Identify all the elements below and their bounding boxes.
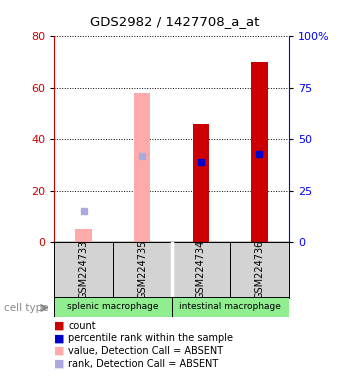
Text: rank, Detection Call = ABSENT: rank, Detection Call = ABSENT [68,359,218,369]
Bar [134,93,150,242]
Text: GDS2982 / 1427708_a_at: GDS2982 / 1427708_a_at [90,15,260,28]
Bar [251,62,268,242]
Text: ■: ■ [54,333,65,343]
Text: GSM224735: GSM224735 [137,240,147,300]
Text: cell type: cell type [4,303,48,313]
Text: value, Detection Call = ABSENT: value, Detection Call = ABSENT [68,346,223,356]
Text: splenic macrophage: splenic macrophage [67,302,159,311]
Bar [54,242,113,298]
Text: ■: ■ [54,346,65,356]
Bar [172,242,230,298]
Bar [54,297,172,317]
Bar [172,297,289,317]
Text: GSM224733: GSM224733 [78,240,89,300]
Bar [230,242,289,298]
Bar [193,124,209,242]
Bar [113,242,172,298]
Text: intestinal macrophage: intestinal macrophage [179,302,281,311]
Text: GSM224736: GSM224736 [254,240,265,300]
Text: ■: ■ [54,359,65,369]
Bar [75,229,92,242]
Text: percentile rank within the sample: percentile rank within the sample [68,333,233,343]
Text: GSM224734: GSM224734 [196,240,206,300]
Text: ■: ■ [54,321,65,331]
Text: count: count [68,321,96,331]
